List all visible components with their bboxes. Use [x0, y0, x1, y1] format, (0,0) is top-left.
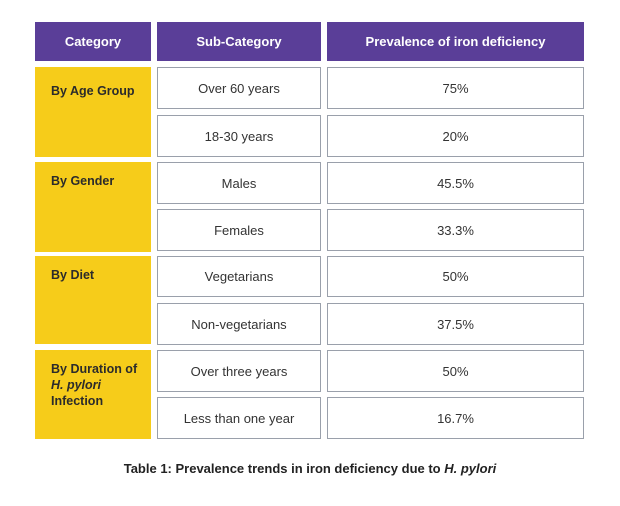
category-label-line: By Duration of	[51, 362, 138, 376]
sub-category-cell: Males	[157, 162, 321, 204]
prevalence-cell: 50%	[327, 350, 584, 392]
sub-category-cell: Vegetarians	[157, 256, 321, 297]
header-prevalence: Prevalence of iron deficiency	[327, 22, 584, 61]
prevalence-cell: 16.7%	[327, 397, 584, 439]
category-label: By Gender	[51, 174, 115, 188]
caption-text: Table 1: Prevalence trends in iron defic…	[123, 461, 445, 476]
header-sub-category: Sub-Category	[157, 22, 321, 61]
sub-category-cell: 18-30 years	[157, 115, 321, 157]
prevalence-cell: 45.5%	[327, 162, 584, 204]
category-label-line: Infection	[51, 394, 104, 408]
sub-category-cell: Over three years	[157, 350, 321, 392]
prevalence-cell: 37.5%	[327, 303, 584, 345]
sub-category-cell: Over 60 years	[157, 67, 321, 109]
category-gender: By Gender	[35, 162, 151, 252]
header-category: Category	[35, 22, 151, 61]
category-label-line: H. pylori	[51, 378, 102, 392]
sub-category-cell: Non-vegetarians	[157, 303, 321, 345]
category-age-group: By Age Group	[35, 67, 151, 157]
category-diet: By Diet	[35, 256, 151, 344]
category-label: By Age Group	[51, 84, 135, 98]
prevalence-cell: 75%	[327, 67, 584, 109]
sub-category-cell: Less than one year	[157, 397, 321, 439]
sub-category-cell: Females	[157, 209, 321, 251]
category-duration: By Duration of H. pylori Infection	[35, 350, 151, 439]
table-caption: Table 1: Prevalence trends in iron defic…	[0, 461, 620, 476]
prevalence-cell: 20%	[327, 115, 584, 157]
prevalence-cell: 33.3%	[327, 209, 584, 251]
prevalence-cell: 50%	[327, 256, 584, 297]
category-label: By Diet	[51, 268, 95, 282]
caption-italic: H. pylori	[444, 461, 497, 476]
